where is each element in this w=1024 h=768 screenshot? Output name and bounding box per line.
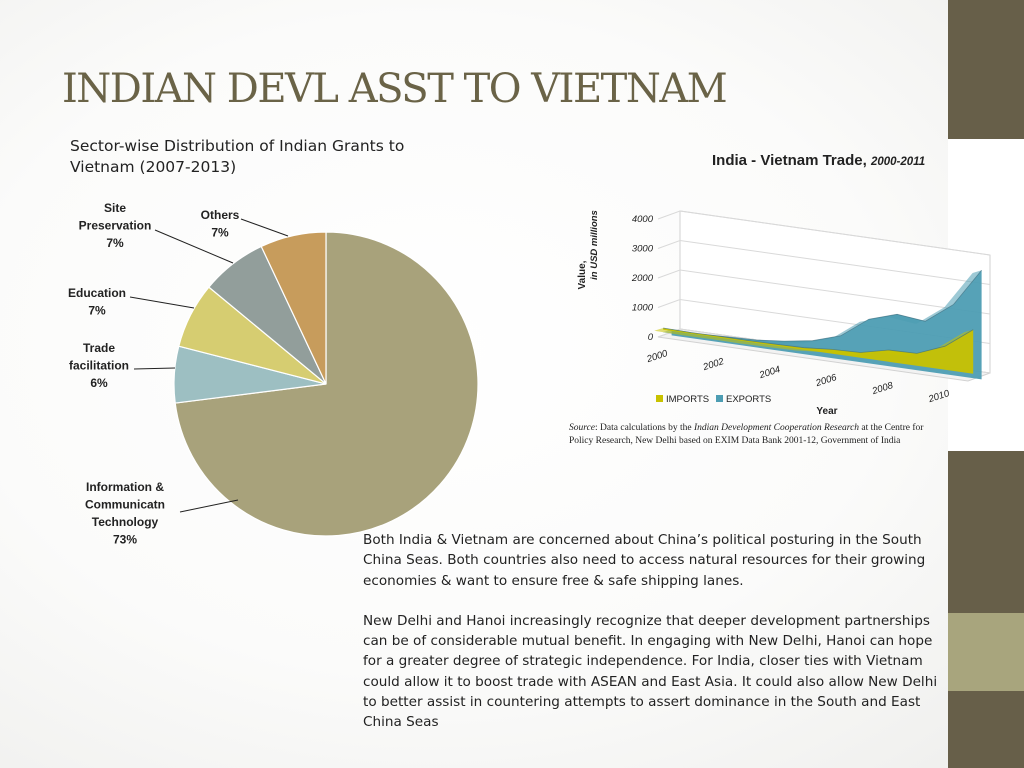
area-series-top-imports	[654, 328, 974, 357]
pie-chart-title: Sector-wise Distribution of Indian Grant…	[70, 137, 405, 176]
pie-label-information-communicatn-technology: Information & Communicatn Technology 73%	[85, 480, 165, 547]
y-axis-unit: in USD millions	[589, 210, 600, 280]
trade-area-chart: 0 1000 2000 3000 4000 2000 2002 2004 2006 2008 201…	[577, 210, 991, 417]
pie-label-site-preservation: Site Preservation 7%	[79, 201, 152, 250]
y-tick-label: 4000	[632, 214, 654, 225]
gridline	[657, 239, 991, 285]
y-axis-title: Value,	[577, 260, 588, 289]
pie-label-trade-facilitation: Trade facilitation 6%	[69, 341, 129, 390]
y-tick-label: 1000	[632, 303, 654, 314]
y-tick-label: 0	[648, 332, 654, 343]
y-tick-label: 3000	[632, 244, 654, 255]
body-paragraph-1: Both India & Vietnam are concerned about…	[363, 532, 926, 589]
area-series-edge-exports	[671, 270, 982, 342]
body-paragraph-2: New Delhi and Hanoi increasingly recogni…	[363, 612, 938, 731]
x-tick-label: 2004	[757, 364, 781, 381]
body-text: Both India & Vietnam are concerned about…	[363, 530, 941, 753]
gridline	[657, 269, 991, 315]
pie-slice-others	[260, 231, 327, 385]
x-tick-label: 2006	[814, 372, 839, 390]
gridline	[657, 210, 991, 256]
source-label: Source	[569, 423, 596, 433]
x-tick-label: 2010	[926, 388, 951, 406]
pie-leader-line-information-communicatn-technology	[179, 499, 239, 513]
pie-leader-line-site-preservation	[154, 229, 234, 264]
chart-source-note: Source: Data calculations by the Indian …	[569, 422, 949, 448]
pie-leader-line-education	[129, 296, 195, 309]
trade-chart-title: India - Vietnam Trade, 2000-2011	[712, 152, 925, 169]
legend-swatch-imports	[656, 395, 663, 402]
pie-label-others: Others 7%	[201, 208, 240, 240]
side-bar-segment-5	[948, 691, 1024, 768]
y-tick-label: 2000	[631, 273, 654, 284]
source-text-pre: : Data calculations by the	[595, 423, 694, 433]
legend-swatch-exports	[716, 395, 723, 402]
pie-chart: Information & Communicatn Technology 73% Tra…	[68, 201, 479, 547]
x-tick-label: 2000	[645, 348, 670, 366]
side-bar-segment-3	[948, 451, 1024, 613]
x-tick-label: 2008	[870, 380, 895, 398]
side-bar-segment-4	[948, 613, 1024, 691]
trade-chart-title-main: India - Vietnam Trade,	[712, 152, 867, 169]
pie-leader-line-trade-facilitation	[133, 367, 176, 370]
legend-label-exports: EXPORTS	[726, 394, 771, 405]
legend-label-imports: IMPORTS	[666, 394, 709, 405]
pie-label-education: Education 7%	[68, 286, 126, 318]
source-text-italic: Indian Development Cooperation Research	[693, 423, 860, 433]
area-series-edge-imports	[663, 327, 974, 354]
trade-chart-title-years: 2000-2011	[870, 156, 926, 168]
pie-leader-line-others	[240, 218, 289, 237]
x-tick-label: 2002	[701, 356, 726, 374]
side-bar-segment-1	[948, 0, 1024, 139]
slide-title: INDIAN DEVL ASST TO VIETNAM	[62, 66, 728, 112]
source-text-post: at the Centre for Policy Research, New D…	[569, 423, 924, 446]
x-axis-title: Year	[816, 406, 837, 417]
